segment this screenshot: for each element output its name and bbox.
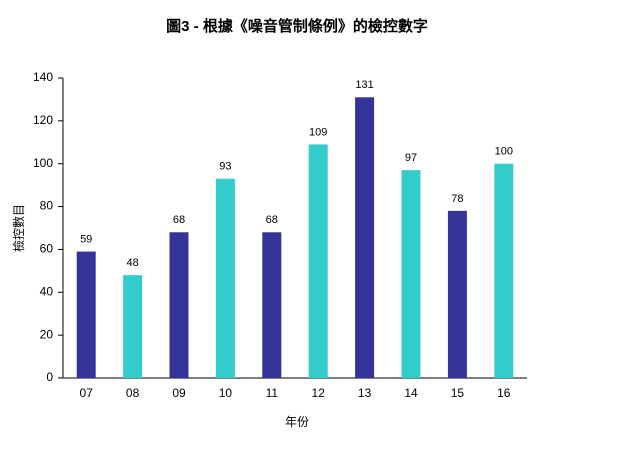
data-label: 100 bbox=[495, 146, 513, 158]
bar bbox=[355, 97, 375, 379]
data-label: 59 bbox=[80, 233, 92, 245]
y-tick-label: 0 bbox=[46, 370, 53, 384]
y-tick-label: 60 bbox=[40, 242, 54, 256]
data-label: 68 bbox=[266, 214, 278, 226]
x-tick-label: 15 bbox=[451, 386, 465, 400]
x-tick-label: 13 bbox=[358, 386, 372, 400]
x-tick-label: 09 bbox=[172, 386, 186, 400]
y-tick-label: 120 bbox=[33, 113, 53, 127]
data-label: 48 bbox=[126, 257, 138, 269]
x-tick-label: 16 bbox=[497, 386, 511, 400]
data-label: 68 bbox=[173, 214, 185, 226]
y-tick-label: 20 bbox=[40, 327, 54, 341]
data-label: 109 bbox=[309, 126, 327, 138]
x-tick-label: 10 bbox=[219, 386, 233, 400]
y-tick-label: 140 bbox=[33, 70, 53, 84]
data-label: 97 bbox=[405, 152, 417, 164]
bar bbox=[215, 178, 235, 378]
x-tick-label: 14 bbox=[404, 386, 418, 400]
bar bbox=[401, 170, 421, 378]
bar bbox=[308, 144, 328, 378]
bar bbox=[123, 275, 143, 378]
x-tick-label: 12 bbox=[312, 386, 326, 400]
bar bbox=[76, 251, 96, 378]
data-label: 131 bbox=[355, 79, 373, 91]
x-tick-label: 07 bbox=[80, 386, 94, 400]
data-label: 78 bbox=[451, 193, 463, 205]
x-axis-label: 年份 bbox=[285, 415, 309, 429]
bar bbox=[494, 163, 514, 378]
y-tick-label: 40 bbox=[40, 284, 54, 298]
y-axis-label: 檢控數目 bbox=[11, 204, 26, 252]
bar bbox=[169, 232, 189, 378]
data-label: 93 bbox=[219, 161, 231, 173]
y-tick-label: 80 bbox=[40, 199, 54, 213]
bar bbox=[262, 232, 282, 378]
x-tick-label: 08 bbox=[126, 386, 140, 400]
x-tick-label: 11 bbox=[266, 386, 279, 400]
y-tick-label: 100 bbox=[33, 156, 53, 170]
bar bbox=[447, 210, 467, 378]
chart-title: 圖3 - 根據《噪音管制條例》的檢控數字 bbox=[166, 17, 428, 35]
